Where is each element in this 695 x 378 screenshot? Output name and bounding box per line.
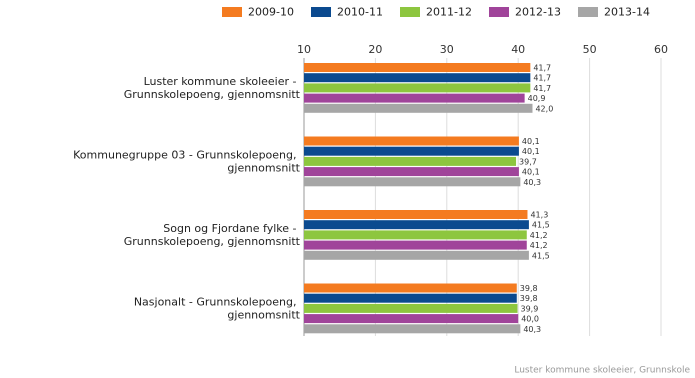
legend-label: 2013-14: [604, 6, 650, 19]
bar: [304, 103, 533, 113]
bar: [304, 167, 519, 177]
value-label: 39,8: [520, 294, 538, 303]
bar: [304, 303, 518, 313]
value-label: 41,7: [533, 84, 551, 93]
legend-label: 2010-11: [337, 6, 383, 19]
value-label: 40,1: [522, 147, 540, 156]
bar: [304, 73, 531, 83]
legend-label: 2009-10: [248, 6, 294, 19]
legend-swatch: [578, 7, 598, 17]
bar: [304, 136, 519, 146]
bar: [304, 220, 529, 230]
legend-swatch: [400, 7, 420, 17]
value-label: 39,7: [519, 157, 537, 166]
legend-label: 2011-12: [426, 6, 472, 19]
x-tick-label: 20: [368, 43, 382, 56]
value-label: 41,2: [530, 231, 548, 240]
x-tick-label: 40: [511, 43, 525, 56]
value-label: 40,3: [523, 178, 541, 187]
value-label: 41,2: [530, 241, 548, 250]
legend-label: 2012-13: [515, 6, 561, 19]
bar: [304, 250, 529, 260]
value-label: 40,1: [522, 137, 540, 146]
bar: [304, 210, 528, 219]
value-label: 42,0: [535, 104, 553, 113]
value-label: 40,0: [521, 315, 539, 324]
legend-swatch: [489, 7, 509, 17]
bar: [304, 146, 519, 156]
x-tick-label: 50: [583, 43, 597, 56]
value-label: 39,9: [520, 304, 538, 313]
x-tick-label: 60: [654, 43, 668, 56]
bar: [304, 93, 525, 103]
bar: [304, 83, 531, 93]
value-label: 41,7: [533, 74, 551, 83]
value-label: 41,3: [530, 211, 548, 220]
category-label: Nasjonalt - Grunnskolepoeng, gjennomsnit…: [134, 296, 301, 322]
value-label: 41,5: [532, 251, 550, 260]
value-label: 40,9: [528, 94, 546, 103]
legend-swatch: [222, 7, 242, 17]
value-label: 40,3: [523, 325, 541, 334]
category-label: Luster kommune skoleeier - Grunnskolepoe…: [124, 75, 301, 101]
source: Luster kommune skoleeier, Grunnskole: [514, 366, 690, 376]
bar: [304, 63, 531, 72]
value-label: 39,8: [520, 284, 538, 293]
category-label: Sogn og Fjordane fylke - Grunnskolepoeng…: [124, 222, 301, 248]
bar: [304, 177, 521, 187]
value-label: 40,1: [522, 168, 540, 177]
bar: [304, 156, 517, 166]
bar: [304, 283, 517, 293]
bar: [304, 240, 527, 250]
x-tick-label: 10: [297, 43, 311, 56]
value-label: 41,5: [532, 221, 550, 230]
bar: [304, 314, 519, 324]
x-tick-label: 30: [440, 43, 454, 56]
bar: [304, 230, 527, 240]
value-label: 41,7: [533, 64, 551, 73]
category-label: Kommunegruppe 03 - Grunnskolepoeng, gjen…: [73, 149, 301, 175]
bar: [304, 324, 521, 334]
bar: [304, 293, 517, 303]
legend-swatch: [311, 7, 331, 17]
